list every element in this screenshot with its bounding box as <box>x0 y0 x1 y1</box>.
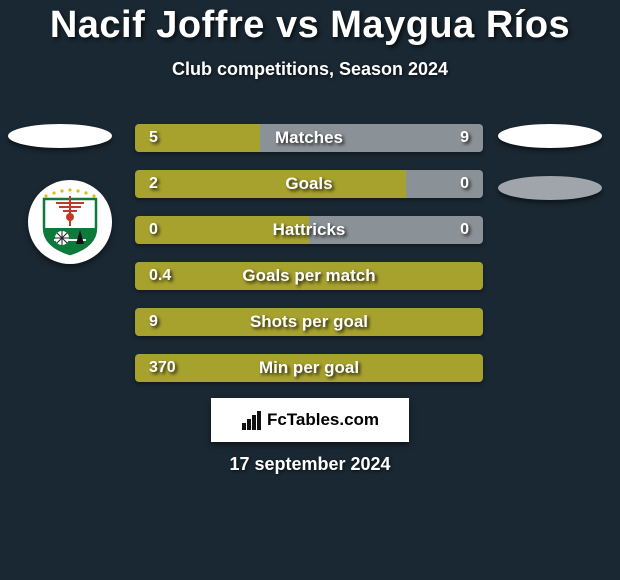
vs-text: vs <box>276 4 319 46</box>
bar-right-segment <box>406 170 483 198</box>
fctables-logo-icon <box>241 409 263 431</box>
bar-left-segment <box>135 124 260 152</box>
bar-row: Goals per match0.4 <box>135 262 483 290</box>
bar-row: Matches59 <box>135 124 483 152</box>
player-left-name: Nacif Joffre <box>50 4 265 46</box>
subtitle: Club competitions, Season 2024 <box>0 59 620 80</box>
branding-text-rest: Tables.com <box>287 410 379 429</box>
avatar-oval-1 <box>498 124 602 148</box>
bar-row: Min per goal370 <box>135 354 483 382</box>
bar-row: Shots per goal9 <box>135 308 483 336</box>
branding-badge: FcTables.com <box>211 398 409 442</box>
bar-left-segment <box>135 216 309 244</box>
bar-right-segment <box>260 124 483 152</box>
bar-left-segment <box>135 170 406 198</box>
avatar-oval-0 <box>8 124 112 148</box>
oriente-petrolero-crest-icon <box>36 188 104 256</box>
bar-left-segment <box>135 308 483 336</box>
date-text: 17 september 2024 <box>0 454 620 475</box>
bar-right-segment <box>309 216 483 244</box>
player-right-name: Maygua Ríos <box>330 4 570 46</box>
page-title: Nacif Joffre vs Maygua Ríos <box>0 0 620 47</box>
branding-text: FcTables.com <box>267 410 379 430</box>
bar-row: Goals20 <box>135 170 483 198</box>
comparison-bars: Matches59 Goals20 Hattricks00 Goals per mat… <box>135 124 483 400</box>
club-badge <box>28 180 112 264</box>
bar-row: Hattricks00 <box>135 216 483 244</box>
bar-left-segment <box>135 262 483 290</box>
avatar-oval-2 <box>498 176 602 200</box>
branding-text-bold: Fc <box>267 410 287 429</box>
bar-left-segment <box>135 354 483 382</box>
